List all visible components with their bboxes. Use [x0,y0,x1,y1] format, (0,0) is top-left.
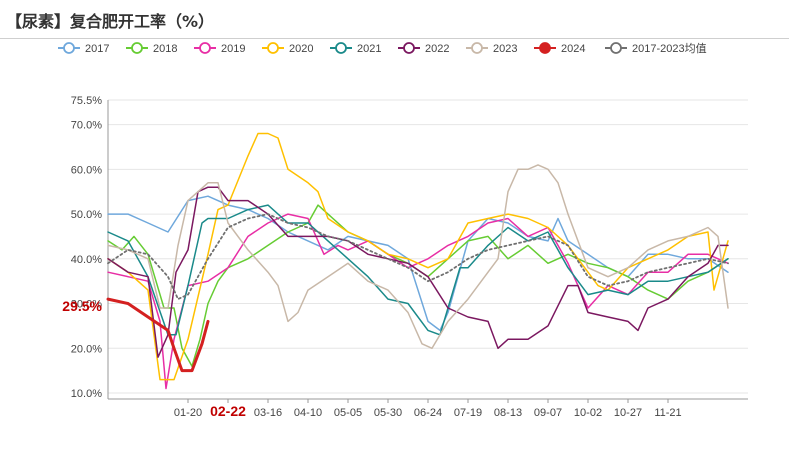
legend-marker [403,42,415,54]
x-tick-label: 10-27 [614,407,642,419]
legend-item-2018: 2018 [126,42,177,55]
legend-item-2021: 2021 [330,42,381,55]
series-line-2019 [107,213,729,390]
legend-marker [610,42,622,54]
x-tick-label: 03-16 [254,407,282,419]
y-tick-label: 50.0% [71,209,102,221]
y-tick-label: 70.0% [71,120,102,132]
x-tick-label: 06-24 [414,407,442,419]
legend-label: 2017 [85,43,109,55]
y-tick-label: 10.0% [71,388,102,400]
x-tick-label: 05-30 [374,407,402,419]
legend-marker [199,42,211,54]
series-line-2017-2023均值 [107,213,729,300]
legend-marker [539,42,551,54]
x-tick-label: 11-21 [654,407,681,419]
x-tick-label: 07-19 [454,407,482,419]
legend-label: 2017-2023均值 [632,42,707,55]
y-tick-label: 20.0% [71,343,102,355]
legend-label: 2018 [153,43,177,55]
legend-item-2024: 2024 [534,42,585,55]
x-tick-label: 04-10 [294,407,322,419]
y-tick-label: 40.0% [71,254,102,266]
legend-label: 2021 [357,43,381,55]
x-tick-label: 01-20 [174,407,202,419]
series-line-2024 [106,297,210,373]
legend-marker [267,42,279,54]
legend-label: 2020 [289,43,313,55]
grid-lines [108,99,748,394]
series-line-2021 [107,204,729,336]
y-axis: 75.5% 70.0% 60.0% 50.0% 40.0% 30.0% 20.0% 10.0% [71,95,109,400]
x-tick-label-highlight: 02-22 [210,403,246,419]
x-axis: 01-20 02-22 03-16 04-10 05-05 05-30 06-24 07-19… [108,398,748,419]
legend-item-2017: 2017 [58,42,109,55]
x-tick-label: 08-13 [494,407,522,419]
legend-label: 2024 [561,43,585,55]
title-divider [0,38,789,39]
x-tick-label: 09-07 [534,407,562,419]
y-tick-label: 60.0% [71,164,102,176]
legend-item-2019: 2019 [194,42,245,55]
legend-label: 2022 [425,43,449,55]
latest-value-label: 29.5% [62,298,102,314]
series-line-2022 [107,186,729,358]
legend-marker [131,42,143,54]
legend-marker [471,42,483,54]
annotation: 29.5% [62,298,102,314]
chart-title: 【尿素】复合肥开工率（%） [6,12,215,31]
legend-item-2022: 2022 [398,42,449,55]
series-line-2023 [107,164,729,350]
legend-item-2017-2023均值: 2017-2023均值 [605,42,707,55]
legend-item-2020: 2020 [262,42,313,55]
chart-legend: 2017 2018 2019 2020 2021 2022 2023 2024 2017-202… [58,42,707,55]
legend-item-2023: 2023 [466,42,517,55]
legend-label: 2023 [493,43,517,55]
legend-marker [335,42,347,54]
y-tick-label: 30.0% [71,299,102,311]
series-line-2020 [107,132,729,381]
series-lines [106,132,729,390]
legend-label: 2019 [221,43,245,55]
x-tick-label: 05-05 [334,407,362,419]
legend-marker [63,42,75,54]
x-tick-label: 10-02 [574,407,602,419]
y-tick-label: 75.5% [71,95,102,107]
